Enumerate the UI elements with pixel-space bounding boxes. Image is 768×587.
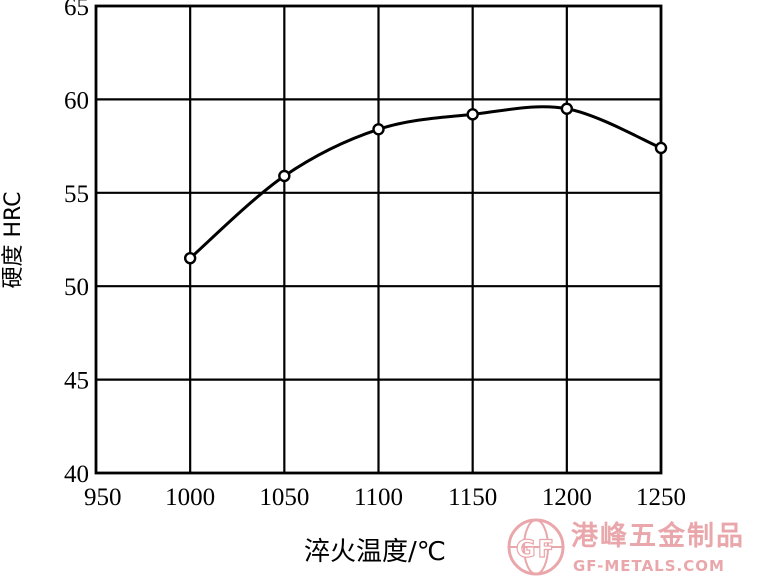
- x-tick-label: 1200: [542, 484, 592, 511]
- x-axis-ticks: 950 1000 1050 1100 1150 1200 1250: [84, 484, 686, 511]
- x-tick-label: 1150: [448, 484, 497, 511]
- data-point-1100: [372, 123, 385, 136]
- watermark: GF 港峰五金制品 GF-METALS.COM: [507, 518, 745, 576]
- watermark-url: GF-METALS.COM: [573, 557, 725, 575]
- x-tick-label: 1250: [636, 484, 686, 511]
- data-point-1250: [654, 141, 668, 155]
- y-tick-label: 60: [64, 87, 89, 114]
- y-axis-ticks: 40 45 50 55 60 65: [64, 0, 89, 488]
- watermark-logo-text: GF: [516, 535, 556, 563]
- y-axis-label: 硬度 HRC: [1, 191, 26, 288]
- x-tick-label: 1050: [259, 484, 309, 511]
- x-tick-label: 1100: [354, 484, 403, 511]
- data-point-1150: [466, 108, 479, 121]
- x-tick-label: 1000: [165, 484, 215, 511]
- plot-frame: [94, 4, 663, 475]
- data-point-1200: [560, 102, 574, 115]
- y-tick-label: 55: [64, 181, 89, 208]
- y-tick-label: 65: [64, 0, 89, 21]
- series-layer: [183, 102, 668, 265]
- data-point-1050: [278, 169, 291, 183]
- x-tick-label: 950: [84, 484, 122, 511]
- y-tick-label: 45: [64, 368, 89, 395]
- series-line-0: [189, 105, 662, 260]
- watermark-company-name: 港峰五金制品: [571, 520, 745, 552]
- y-tick-label: 40: [64, 461, 89, 488]
- watermark-logo: GF: [507, 518, 565, 576]
- grid-lines: [96, 6, 661, 473]
- x-axis-label: 淬火温度/℃: [304, 537, 446, 567]
- y-tick-label: 50: [64, 274, 89, 301]
- data-point-1000: [183, 251, 197, 265]
